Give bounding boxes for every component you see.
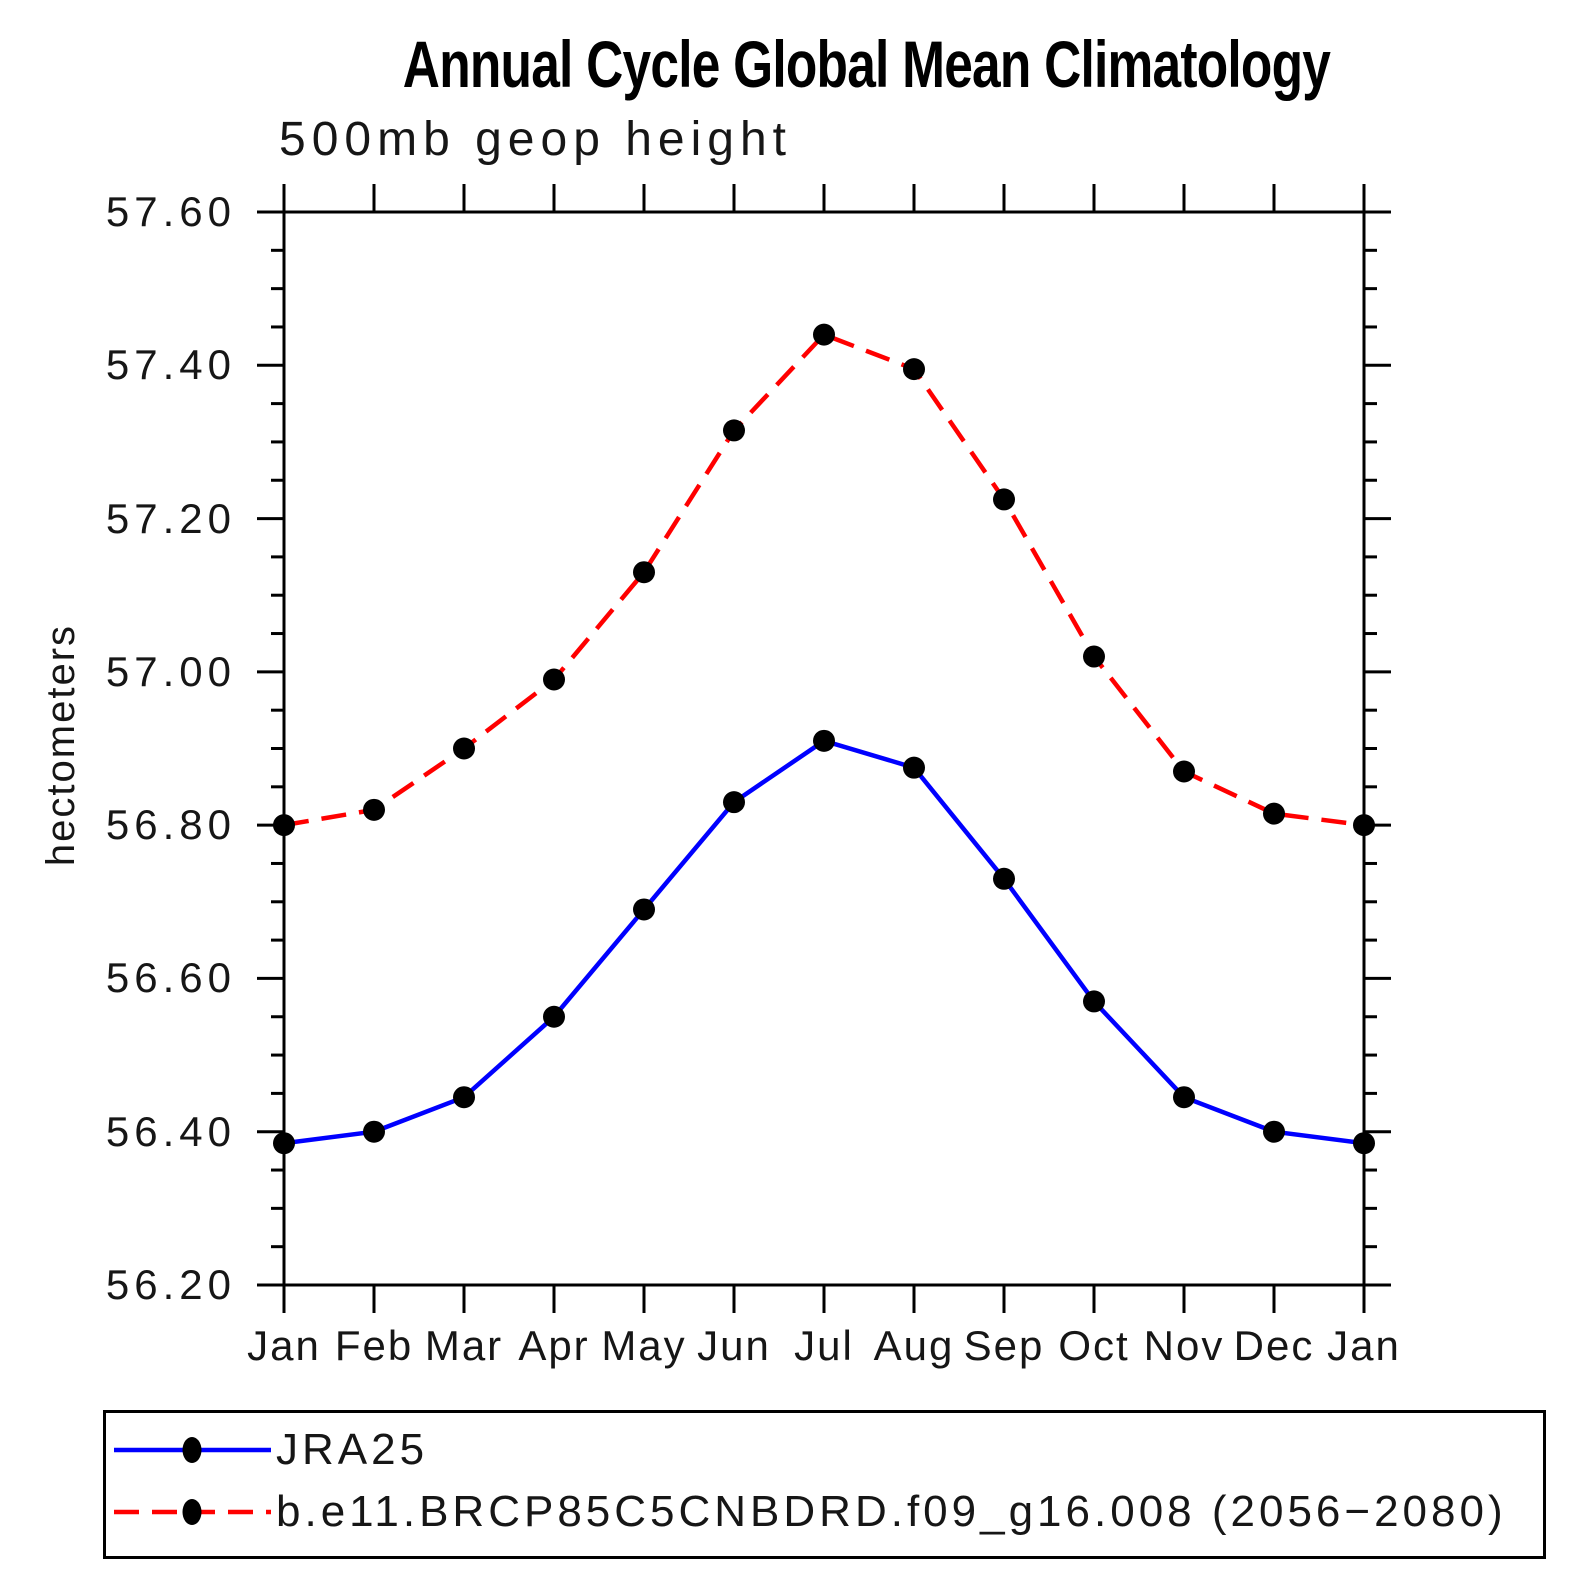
data-point bbox=[633, 561, 655, 584]
legend-box: JRA25 b.e11.BRCP85C5CNBDRD.f09_g16.008 (… bbox=[103, 1410, 1546, 1559]
x-tick-label: Jan bbox=[247, 1322, 321, 1369]
data-point bbox=[273, 814, 295, 837]
x-tick-label: Aug bbox=[873, 1322, 955, 1369]
data-point bbox=[363, 1120, 385, 1143]
x-tick-label: Apr bbox=[518, 1322, 590, 1369]
y-tick-label: 56.40 bbox=[105, 1107, 236, 1155]
x-tick-label: Oct bbox=[1058, 1322, 1130, 1369]
data-point bbox=[813, 323, 835, 346]
legend-label-jra25: JRA25 bbox=[276, 1425, 429, 1474]
chart-title: Annual Cycle Global Mean Climatology bbox=[402, 27, 1331, 101]
data-point bbox=[813, 729, 835, 752]
data-point bbox=[1173, 760, 1195, 783]
data-point bbox=[1353, 1132, 1375, 1155]
legend-row-model: b.e11.BRCP85C5CNBDRD.f09_g16.008 (2056−2… bbox=[108, 1481, 1543, 1543]
legend-swatch-dashed-line bbox=[114, 1499, 271, 1525]
chart-subtitle: 500mb geop height bbox=[279, 113, 792, 166]
x-tick-label: May bbox=[601, 1322, 687, 1369]
data-point bbox=[993, 867, 1015, 890]
data-point bbox=[1083, 645, 1105, 668]
data-point bbox=[1173, 1086, 1195, 1109]
y-tick-label: 57.60 bbox=[105, 188, 236, 235]
data-point bbox=[993, 488, 1015, 511]
data-point bbox=[903, 358, 925, 381]
legend-label-model: b.e11.BRCP85C5CNBDRD.f09_g16.008 (2056−2… bbox=[276, 1487, 1507, 1536]
data-point bbox=[723, 791, 745, 814]
x-tick-label: Jul bbox=[794, 1322, 854, 1369]
y-tick-label: 57.40 bbox=[105, 341, 236, 389]
data-point bbox=[453, 1086, 475, 1109]
y-tick-label: 57.00 bbox=[105, 647, 236, 695]
y-tick-label: 57.20 bbox=[105, 494, 236, 542]
x-tick-label: Mar bbox=[424, 1322, 504, 1369]
data-point bbox=[903, 756, 925, 779]
data-point bbox=[1263, 1120, 1285, 1143]
y-tick-label: 56.60 bbox=[105, 954, 236, 1002]
x-tick-label: Jan bbox=[1327, 1322, 1401, 1369]
data-point bbox=[543, 1005, 565, 1028]
legend-row-jra25: JRA25 bbox=[108, 1419, 1543, 1481]
x-tick-label: Dec bbox=[1233, 1322, 1315, 1369]
data-point bbox=[1353, 814, 1375, 837]
x-tick-label: Jun bbox=[697, 1322, 771, 1369]
x-tick-label: Nov bbox=[1143, 1322, 1225, 1369]
data-point bbox=[1083, 990, 1105, 1013]
legend-swatch-solid-line bbox=[114, 1437, 271, 1463]
data-point bbox=[723, 419, 745, 442]
y-tick-label: 56.80 bbox=[105, 801, 236, 849]
data-point bbox=[363, 798, 385, 821]
series-line-0 bbox=[283, 738, 1365, 1146]
data-point bbox=[543, 668, 565, 691]
data-point bbox=[273, 1132, 295, 1155]
y-tick-label: 56.20 bbox=[105, 1261, 236, 1308]
data-point bbox=[633, 898, 655, 921]
x-tick-label: Feb bbox=[334, 1322, 414, 1369]
data-point bbox=[1263, 802, 1285, 825]
x-tick-label: Sep bbox=[963, 1322, 1045, 1369]
data-point bbox=[453, 737, 475, 760]
